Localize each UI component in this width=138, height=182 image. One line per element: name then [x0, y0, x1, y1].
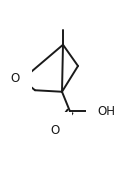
Text: O: O	[11, 72, 20, 85]
Text: O: O	[51, 124, 60, 137]
Text: OH: OH	[98, 105, 116, 118]
